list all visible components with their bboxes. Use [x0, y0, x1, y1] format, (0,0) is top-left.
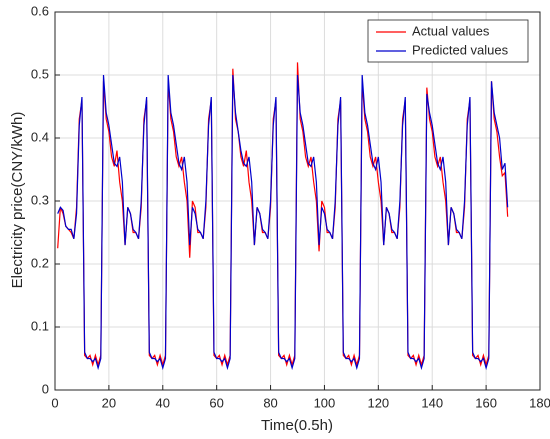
legend-label: Predicted values: [412, 42, 509, 57]
legend-label: Actual values: [412, 23, 490, 38]
x-tick-label: 60: [209, 395, 223, 410]
x-tick-label: 0: [51, 395, 58, 410]
plot-frame: [54, 11, 541, 391]
y-tick-label: 0.3: [31, 192, 49, 207]
x-tick-label: 140: [421, 395, 443, 410]
y-axis-label: Electricity price(CNY/kWh): [9, 112, 26, 289]
y-tick-label: 0.5: [31, 66, 49, 81]
x-tick-label: 40: [156, 395, 170, 410]
x-tick-label: 100: [314, 395, 336, 410]
x-tick-label: 160: [475, 395, 497, 410]
y-tick-label: 0.4: [31, 129, 49, 144]
y-tick-label: 0.1: [31, 318, 49, 333]
x-tick-label: 120: [367, 395, 389, 410]
y-tick-label: 0.2: [31, 255, 49, 270]
legend-box: [367, 19, 529, 63]
x-tick-label: 80: [263, 395, 277, 410]
x-tick-label: 180: [529, 395, 550, 410]
x-tick-label: 20: [102, 395, 116, 410]
y-tick-label: 0.6: [31, 3, 49, 18]
series-line: [57, 74, 509, 371]
y-tick-label: 0: [42, 381, 49, 396]
x-axis-label: Time(0.5h): [261, 417, 333, 434]
